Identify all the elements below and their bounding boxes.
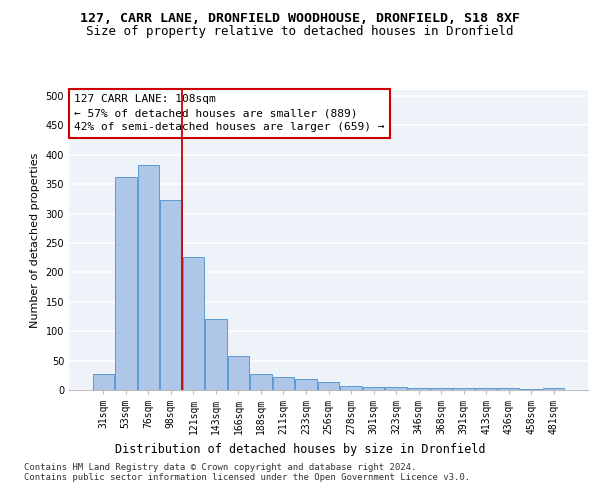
Y-axis label: Number of detached properties: Number of detached properties <box>30 152 40 328</box>
Bar <box>430 388 452 390</box>
Bar <box>160 200 182 390</box>
Bar <box>543 388 565 390</box>
Bar <box>182 257 204 390</box>
Bar <box>273 377 294 390</box>
Bar <box>92 374 114 390</box>
Text: 127 CARR LANE: 108sqm
← 57% of detached houses are smaller (889)
42% of semi-det: 127 CARR LANE: 108sqm ← 57% of detached … <box>74 94 385 132</box>
Bar <box>475 388 497 390</box>
Bar <box>137 164 159 390</box>
Bar <box>228 356 249 390</box>
Bar <box>205 320 227 390</box>
Bar <box>363 387 384 390</box>
Bar <box>250 374 272 390</box>
Bar <box>295 380 317 390</box>
Bar <box>340 386 362 390</box>
Bar <box>115 177 137 390</box>
Text: 127, CARR LANE, DRONFIELD WOODHOUSE, DRONFIELD, S18 8XF: 127, CARR LANE, DRONFIELD WOODHOUSE, DRO… <box>80 12 520 26</box>
Bar <box>318 382 339 390</box>
Text: Size of property relative to detached houses in Dronfield: Size of property relative to detached ho… <box>86 25 514 38</box>
Text: Contains HM Land Registry data © Crown copyright and database right 2024.
Contai: Contains HM Land Registry data © Crown c… <box>24 462 470 482</box>
Text: Distribution of detached houses by size in Dronfield: Distribution of detached houses by size … <box>115 442 485 456</box>
Bar <box>408 388 429 390</box>
Bar <box>385 387 407 390</box>
Bar <box>498 388 520 390</box>
Bar <box>453 388 475 390</box>
